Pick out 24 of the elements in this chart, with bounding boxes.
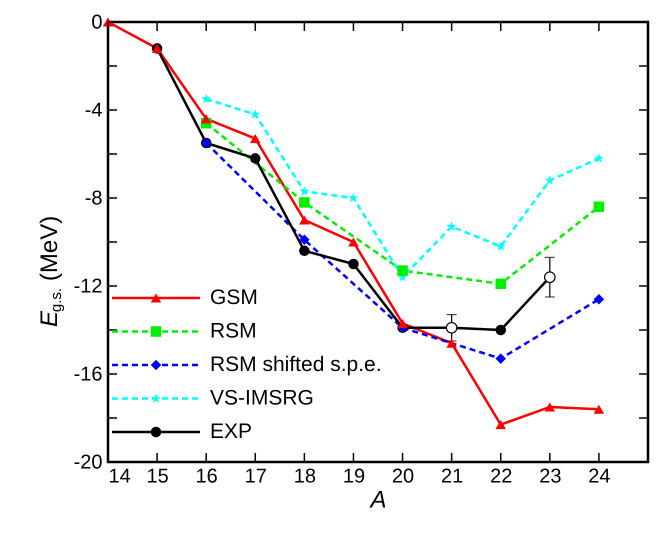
legend-label: EXP [210, 420, 252, 443]
x-tick-label: 18 [294, 466, 316, 488]
y-tick-label: -12 [74, 276, 102, 298]
x-tick-label: 21 [441, 466, 464, 488]
y-axis-title: Eg.s. (MeV) [36, 216, 65, 327]
legend-label: GSM [210, 286, 258, 309]
x-tick-label: 20 [392, 466, 414, 488]
x-tick-label: 24 [588, 466, 611, 488]
x-tick-label: 19 [342, 466, 366, 488]
x-tick-label: 14 [108, 466, 131, 488]
x-tick-label: 16 [196, 466, 218, 488]
x-tick-label: 17 [244, 466, 267, 488]
x-axis-title: A [368, 486, 387, 514]
x-tick-label: 23 [539, 466, 562, 488]
legend-label: RSM shifted s.p.e. [210, 353, 382, 376]
y-tick-label: -16 [74, 364, 102, 386]
y-tick-label: -8 [84, 188, 102, 210]
x-tick-label: 22 [490, 466, 512, 488]
x-tick-label: 15 [146, 466, 169, 488]
legend-label: RSM [210, 320, 257, 342]
y-tick-label: -4 [84, 100, 102, 122]
legend-label: VS-IMSRG [210, 386, 314, 410]
y-tick-label: -20 [74, 452, 102, 474]
y-tick-label: 0 [91, 12, 102, 34]
